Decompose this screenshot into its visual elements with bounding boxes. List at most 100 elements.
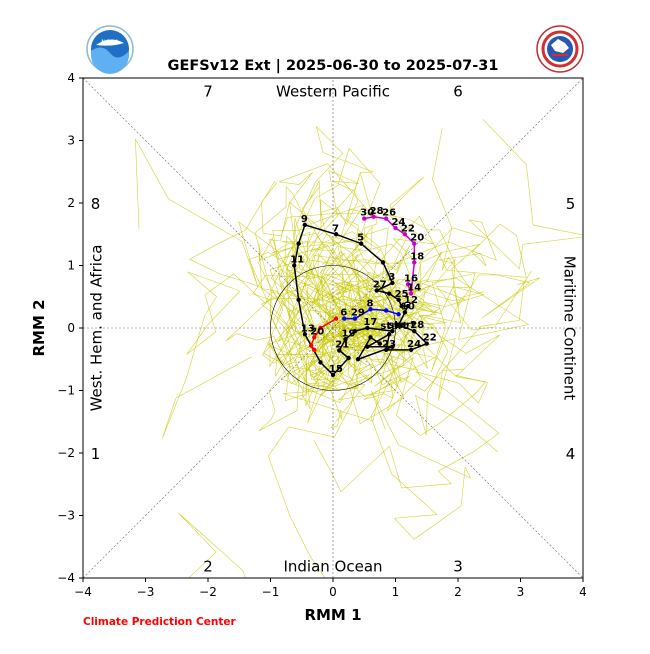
x-tick-label: 2: [454, 585, 462, 599]
day-label: 18: [410, 251, 424, 262]
day-label: 17: [363, 317, 377, 328]
series-point: [380, 260, 386, 265]
region-label-left: West. Hem. and Africa: [88, 245, 106, 412]
day-label: 7: [332, 223, 339, 234]
series-point: [302, 332, 308, 337]
y-tick-label: 3: [67, 134, 75, 148]
series-point: [368, 307, 373, 312]
series-point: [302, 222, 308, 228]
series-point: [390, 344, 395, 349]
series-point: [368, 335, 373, 340]
chart-title: GEFSv12 Ext | 2025-06-30 to 2025-07-31: [168, 58, 499, 74]
y-tick-label: 4: [67, 71, 75, 85]
day-label: 19: [342, 328, 356, 339]
series-point: [377, 341, 383, 346]
series-point: [396, 322, 401, 328]
y-tick-label: −1: [57, 384, 75, 398]
day-label: 22: [423, 333, 437, 344]
series-point: [408, 347, 414, 353]
series-point: [396, 312, 401, 317]
phase-label: 5: [566, 195, 576, 213]
day-label: 20: [310, 326, 324, 337]
ensemble-line: [225, 243, 530, 392]
series-point: [318, 360, 323, 365]
phase-label: 1: [91, 445, 101, 463]
unit-circle: [270, 265, 396, 391]
series-point: [390, 328, 395, 334]
y-tick-label: −4: [57, 571, 75, 585]
day-label: 13: [301, 323, 315, 334]
x-tick-label: 4: [579, 585, 587, 599]
series-point: [358, 241, 364, 246]
day-label: 24: [407, 339, 421, 350]
day-label: 10: [401, 301, 415, 312]
day-label: 9: [301, 214, 308, 225]
series-point: [412, 260, 417, 265]
series-point: [346, 355, 351, 361]
y-tick-label: 0: [67, 321, 75, 335]
series-point: [387, 332, 392, 337]
x-tick-label: 0: [329, 585, 337, 599]
x-tick-label: 3: [517, 585, 525, 599]
day-label: 6: [340, 308, 347, 319]
phase-label: 7: [203, 83, 213, 101]
ensemble-line: [285, 244, 411, 410]
series-point: [412, 328, 417, 334]
day-label: start: [388, 320, 415, 331]
ensemble-line: [312, 128, 532, 412]
ensemble-line: [270, 241, 500, 493]
x-axis-label: RMM 1: [304, 606, 361, 624]
series-point: [365, 344, 370, 349]
series-point: [343, 337, 348, 342]
series-point: [352, 328, 358, 334]
ensemble-line: [188, 118, 583, 320]
series-point: [308, 343, 314, 348]
series-point: [402, 310, 408, 315]
ensemble-members: [135, 118, 583, 578]
series-point: [337, 348, 342, 353]
series-point: [424, 341, 429, 346]
ensemble-line: [178, 341, 395, 578]
series-point: [296, 241, 301, 246]
day-label: 12: [404, 295, 418, 306]
day-label: 23: [382, 339, 396, 350]
day-label: 20: [410, 233, 424, 244]
noaa-logo-text: NOAA: [101, 39, 119, 46]
ensemble-line: [269, 147, 384, 340]
series-point: [390, 280, 395, 286]
series-point: [330, 372, 336, 378]
series-point: [374, 288, 379, 293]
ensemble-line: [161, 237, 364, 440]
series-point: [355, 357, 361, 362]
phase-label: 4: [566, 445, 576, 463]
x-tick-label: −2: [199, 585, 217, 599]
series-point: [399, 303, 404, 309]
x-tick-label: −4: [74, 585, 92, 599]
day-label: 16: [404, 273, 418, 284]
series-point: [352, 316, 358, 321]
series-point: [412, 241, 417, 246]
series-point: [405, 303, 411, 309]
region-label-bottom: Indian Ocean: [283, 558, 382, 576]
ensemble-line: [272, 269, 435, 402]
phase-label: 6: [453, 83, 463, 101]
ensemble-line: [321, 271, 501, 436]
day-label: 27: [373, 280, 387, 291]
series-point: [387, 291, 392, 296]
series-point: [383, 347, 389, 353]
day-label: 5: [357, 233, 364, 244]
series-point: [383, 308, 389, 313]
series-point: [296, 297, 301, 303]
series-point: [312, 347, 317, 353]
series-point: [292, 263, 297, 268]
y-tick-label: −2: [57, 446, 75, 460]
day-label: 22: [401, 223, 415, 234]
day-label: 8: [367, 298, 374, 309]
day-label: 29: [351, 308, 365, 319]
phase-label: 2: [203, 558, 213, 576]
noaa-logo: NOAA: [86, 25, 134, 74]
start-label: start: [380, 321, 407, 332]
nws-logo: [536, 25, 584, 73]
ensemble-line: [272, 227, 376, 363]
